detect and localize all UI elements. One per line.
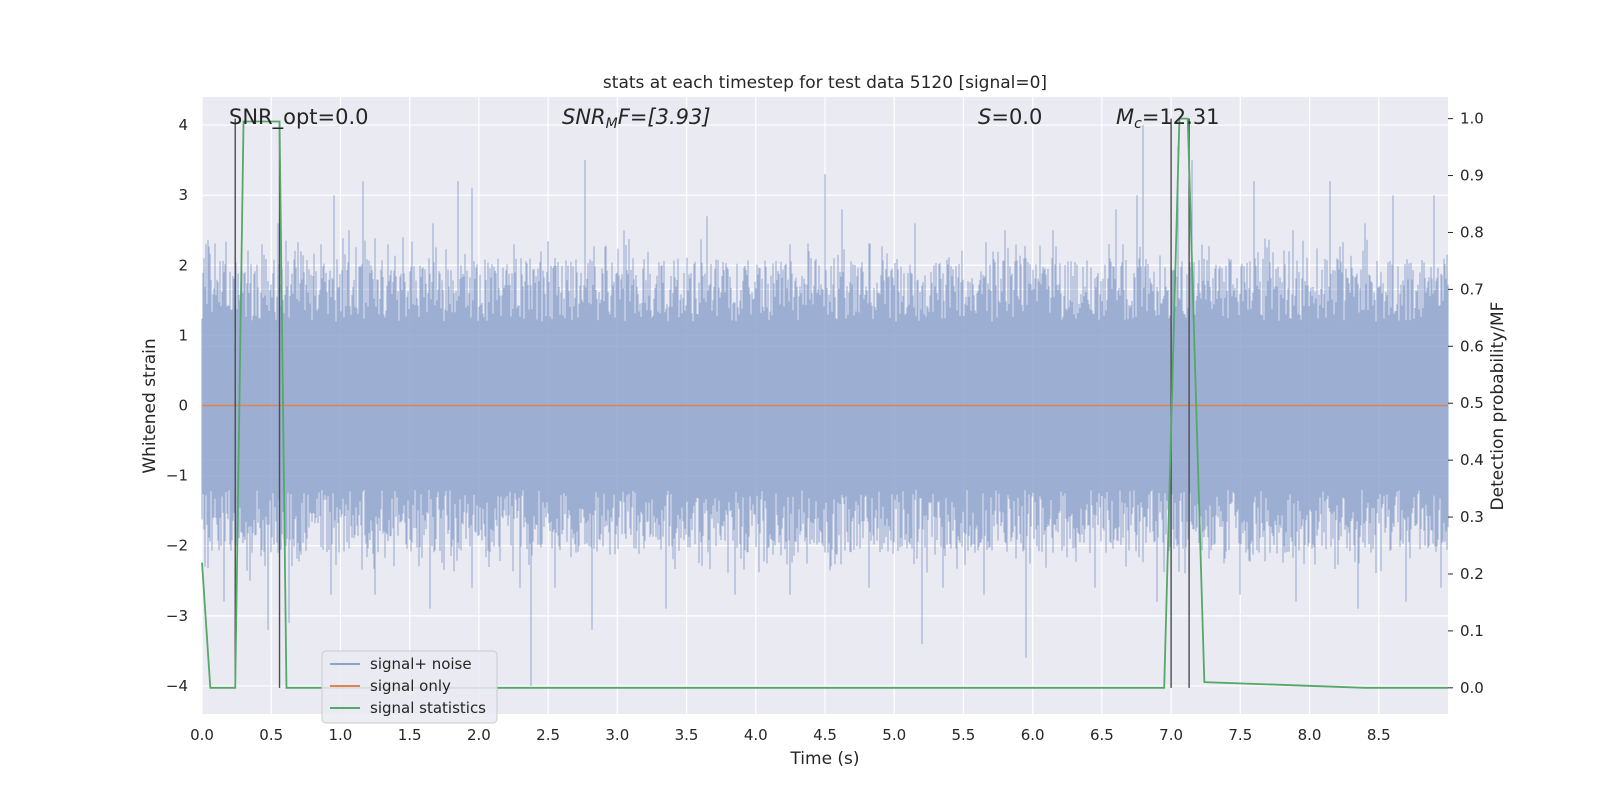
x-tick-label: 2.5 [536,726,560,744]
x-tick-label: 0.5 [259,726,283,744]
x-ticks: 0.0 0.5 1.0 1.5 2.0 2.5 3.0 3.5 4.0 4.5 5.0 5.5 6.0 6… [190,726,1391,744]
y2-tick-label: 1.0 [1460,110,1484,128]
legend-label-signal-only: signal only [370,677,451,695]
annotation-mc-label: M [1116,105,1134,129]
annotation-snr-mf: SNRMF=[3.93] [562,105,711,132]
chart: 0.0 0.5 1.0 1.5 2.0 2.5 3.0 3.5 4.0 4.5 5.0 5.5 6.0 6… [0,0,1600,800]
x-tick-label: 8.0 [1298,726,1322,744]
y2-tick-label: 0.4 [1460,451,1484,469]
x-tick-label: 4.5 [813,726,837,744]
annotation-snr-mf-main: SNR [562,105,606,129]
x-tick-label: 5.0 [882,726,906,744]
y2-ticks: 1.0 0.9 0.8 0.7 0.6 0.5 0.4 0.3 0.2 0.1 0.0 [1448,110,1484,697]
y-tick-label: −4 [166,677,188,695]
y-tick-label: 4 [178,116,188,134]
y2-tick-label: 0.8 [1460,223,1484,241]
y2-tick-label: 0.3 [1460,508,1484,526]
y-tick-label: 1 [178,326,188,344]
chart-title: stats at each timestep for test data 512… [603,73,1047,93]
annotation-snr-mf-sub: M [606,116,618,132]
y-tick-label: −2 [166,537,188,555]
y2-tick-label: 0.5 [1460,394,1484,412]
legend-label-signal-statistics: signal statistics [370,699,486,717]
y2-tick-label: 0.0 [1460,679,1484,697]
y-tick-label: −3 [166,607,188,625]
x-tick-label: 1.0 [329,726,353,744]
annotation-s-label: S [978,105,991,129]
x-tick-label: 3.0 [605,726,629,744]
y2-tick-label: 0.6 [1460,337,1484,355]
y2-tick-label: 0.1 [1460,622,1484,640]
x-tick-label: 0.0 [190,726,214,744]
y-tick-label: 2 [178,256,188,274]
x-tick-label: 1.5 [398,726,422,744]
legend-label-signal-noise: signal+ noise [370,655,472,673]
annotation-mc-value: =12.31 [1142,105,1220,129]
y2-tick-label: 0.2 [1460,565,1484,583]
x-tick-label: 3.5 [675,726,699,744]
y2-axis-label: Detection probability/MF [1488,302,1508,511]
x-tick-label: 6.0 [1021,726,1045,744]
y-tick-label: 3 [178,186,188,204]
y-ticks: 4 3 2 1 0 −1 −2 −3 −4 [166,116,188,695]
x-axis-label: Time (s) [789,749,859,769]
x-tick-label: 2.0 [467,726,491,744]
x-tick-label: 6.5 [1090,726,1114,744]
x-tick-label: 7.0 [1159,726,1183,744]
annotation-s-value: =0.0 [991,105,1042,129]
y-tick-label: 0 [178,397,188,415]
x-tick-label: 4.0 [744,726,768,744]
annotation-snr-opt: SNR_opt=0.0 [229,105,369,130]
annotation-mc: Mc=12.31 [1116,105,1220,132]
y-tick-label: −1 [166,467,188,485]
y-axis-label: Whitened strain [140,338,160,473]
annotation-s: S=0.0 [978,105,1042,129]
legend: signal+ noise signal only signal statist… [322,651,497,723]
x-tick-label: 8.5 [1367,726,1391,744]
y2-tick-label: 0.9 [1460,167,1484,185]
x-tick-label: 7.5 [1228,726,1252,744]
y2-tick-label: 0.7 [1460,280,1484,298]
x-tick-label: 5.5 [952,726,976,744]
annotation-snr-mf-rest: F=[3.93] [618,105,711,129]
